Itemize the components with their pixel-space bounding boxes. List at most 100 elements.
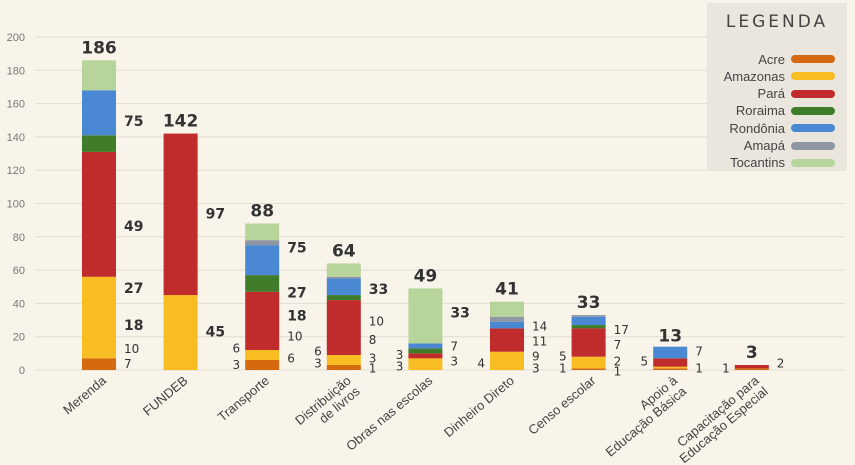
bar-segment-pará xyxy=(571,328,606,357)
bar-segment-acre xyxy=(245,360,280,370)
bar-segment-pará xyxy=(82,151,116,277)
legend-swatch xyxy=(791,72,835,81)
segment-value-label: 2 xyxy=(614,355,622,369)
bar-segment-tocantins xyxy=(245,223,280,241)
legend-title: LEGENDA xyxy=(725,12,829,32)
bar-segment-tocantins xyxy=(82,60,116,91)
y-tick-label: 140 xyxy=(7,132,25,144)
x-category-label-line: Dinheiro Direto xyxy=(441,373,517,440)
segment-value-label: 14 xyxy=(532,320,547,334)
legend-item: Pará xyxy=(758,86,835,102)
segment-value-label: 11 xyxy=(532,335,547,349)
bar-segment-amapá xyxy=(326,276,361,279)
segment-value-label: 6 xyxy=(314,345,322,359)
legend-item: Tocantins xyxy=(730,155,835,171)
y-tick-label: 160 xyxy=(7,99,25,111)
bar-segment-roraima xyxy=(571,325,606,329)
segment-value-label: 75 xyxy=(124,114,143,130)
bar-segment-amazonas xyxy=(326,355,361,366)
segment-value-label: 10 xyxy=(369,315,384,329)
legend-swatch xyxy=(791,124,835,133)
y-tick-label: 40 xyxy=(13,298,25,310)
legend-item: Rondônia xyxy=(729,120,835,136)
x-category-label-line: FUNDEB xyxy=(140,373,191,419)
segment-value-label: 1 xyxy=(614,365,622,379)
y-tick-label: 200 xyxy=(7,32,25,44)
bar-segment-rondônia xyxy=(245,245,280,276)
segment-value-label: 3 xyxy=(314,356,322,370)
legend-swatch xyxy=(791,141,835,150)
legend-item: Amazonas xyxy=(724,68,835,84)
x-category-label: Transporte xyxy=(215,373,272,425)
bar-total-label: 142 xyxy=(163,112,199,132)
bar-segment-acre xyxy=(82,358,116,370)
segment-value-label: 1 xyxy=(695,361,703,375)
bar-total-label: 88 xyxy=(250,201,274,221)
segment-value-label: 10 xyxy=(124,342,139,356)
bar-segment-amapá xyxy=(245,240,280,246)
segment-value-label: 75 xyxy=(287,240,306,256)
segment-value-label: 7 xyxy=(614,338,622,352)
bar-total-label: 64 xyxy=(332,241,356,261)
y-tick-label: 180 xyxy=(7,65,25,77)
bar-segment-roraima xyxy=(408,348,443,354)
segment-value-label: 9 xyxy=(532,350,540,364)
segment-value-label: 1 xyxy=(369,361,377,375)
segment-value-label: 18 xyxy=(287,309,306,325)
y-tick-label: 100 xyxy=(7,199,25,211)
segment-value-label: 3 xyxy=(396,348,404,362)
x-category-label: Distribuiçãode livros xyxy=(292,372,363,438)
bar-segment-amazonas xyxy=(245,350,280,361)
bar-segment-amapá xyxy=(490,316,524,322)
segment-value-label: 3 xyxy=(532,361,540,375)
legend-item: Acre xyxy=(758,51,835,67)
segment-value-label: 4 xyxy=(477,356,485,370)
x-category-label: FUNDEB xyxy=(140,373,191,419)
segment-value-label: 7 xyxy=(124,357,132,371)
x-category-label: Censo escolar xyxy=(525,372,599,437)
segment-value-label: 5 xyxy=(559,350,567,364)
bar-segment-tocantins xyxy=(408,288,443,344)
bar-segment-rondônia xyxy=(571,316,606,326)
legend-swatch xyxy=(791,158,835,167)
legend-label: Amapá xyxy=(743,138,785,153)
segment-value-label: 5 xyxy=(641,355,649,369)
bar-total-label: 41 xyxy=(495,280,519,300)
bar-total-label: 13 xyxy=(658,326,682,346)
x-category-label: Dinheiro Direto xyxy=(441,373,517,440)
bar-segment-tocantins xyxy=(490,301,524,317)
bar-segment-rondônia xyxy=(653,346,688,359)
bar-segment-rondônia xyxy=(82,90,116,136)
segment-value-label: 10 xyxy=(287,330,302,344)
bar-segment-acre xyxy=(571,368,606,370)
x-category-label-line: Obras nas escolas xyxy=(343,372,435,453)
x-category-label-line: Censo escolar xyxy=(525,372,599,437)
legend-swatch xyxy=(791,89,835,98)
segment-value-label: 97 xyxy=(206,206,225,222)
segment-value-label: 49 xyxy=(124,219,143,235)
segment-value-label: 1 xyxy=(559,361,567,375)
y-tick-label: 80 xyxy=(13,232,25,244)
bar-total-label: 186 xyxy=(81,38,117,58)
y-tick-label: 120 xyxy=(7,165,25,177)
x-category-label-line: Merenda xyxy=(60,372,110,417)
segment-value-label: 6 xyxy=(233,341,241,355)
legend: LEGENDA Acre Amazonas Pará Roraima Rondônia A… xyxy=(707,3,847,170)
bar-segment-amazonas xyxy=(653,366,688,369)
bar-segment-rondônia xyxy=(408,343,443,349)
legend-label: Rondônia xyxy=(729,120,785,136)
bar-segment-amazonas xyxy=(571,356,606,369)
legend-label: Amazonas xyxy=(723,68,785,84)
y-tick-label: 60 xyxy=(13,265,25,277)
bar-segment-roraima xyxy=(245,275,280,292)
bar-total-label: 49 xyxy=(414,266,438,286)
bar-segment-roraima xyxy=(82,135,116,152)
bar-segment-pará xyxy=(490,328,524,352)
segment-value-label: 3 xyxy=(233,358,241,372)
segment-value-label: 33 xyxy=(369,282,388,298)
segment-value-label: 45 xyxy=(206,325,225,341)
legend-label: Pará xyxy=(757,86,785,102)
bar-total-label: 3 xyxy=(746,343,758,363)
